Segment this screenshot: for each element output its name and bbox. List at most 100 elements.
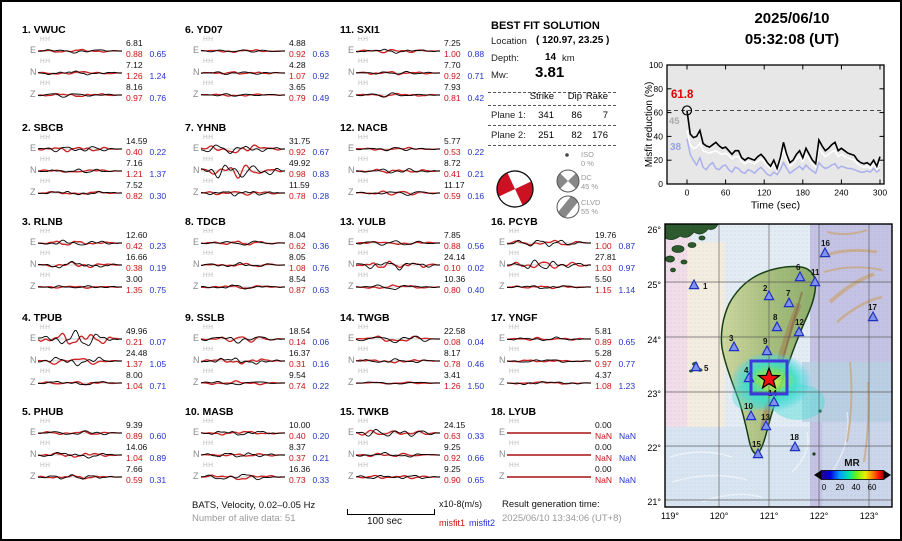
trace-row-Z: Z HH 9.54 0.74 0.22	[185, 368, 347, 394]
map-axis-labels: 26° 25° 24° 23° 22° 21°119° 120° 121° 122° 123°	[647, 225, 878, 521]
peak-amplitude: 7.16	[126, 158, 143, 168]
component-label: Z	[30, 187, 36, 197]
trace-row-E: E HH 5.81 0.89 0.65	[491, 324, 653, 350]
waveform-SXI1-Z	[356, 92, 440, 98]
misfit2-value: 0.49	[312, 93, 330, 103]
waveform-MASB-Z	[201, 473, 285, 481]
misfit-series-2	[686, 138, 881, 177]
station-number-label: 11	[811, 268, 820, 277]
trace-row-E: E HH 18.54 0.14 0.06	[185, 324, 347, 350]
x-tick-label: 240	[834, 188, 848, 198]
misfit2-value: 0.65	[618, 337, 636, 347]
trace-values: 7.70 0.92 0.71	[444, 60, 484, 81]
trace-row-E: E HH 5.77 0.53 0.22	[340, 134, 502, 160]
waveform-RLNB-Z	[38, 285, 122, 289]
waveform-YNGF-Z	[507, 381, 591, 385]
waveform-YULB-Z	[356, 284, 440, 290]
misfit1-value: 1.37	[126, 359, 143, 369]
station-triangle-3	[728, 340, 740, 352]
trace-row-E: E HH 9.39 0.89 0.60	[22, 418, 184, 444]
peak-amplitude: 16.66	[126, 252, 148, 262]
trace-values: 7.66 0.59 0.31	[126, 464, 166, 485]
trace-row-N: N HH 16.66 0.38 0.19	[22, 250, 184, 276]
station-label: 2. SBCB	[22, 122, 64, 134]
component-label: N	[193, 449, 200, 459]
misfit1-value: 0.88	[444, 241, 461, 251]
misfit2-value: 0.83	[312, 169, 330, 179]
event-datetime: 2025/06/10 05:32:08 (UT)	[692, 8, 892, 50]
trace-row-N: N HH 7.70 0.92 0.71	[340, 58, 502, 84]
trace-row-Z: Z HH 9.25 0.90 0.65	[340, 462, 502, 488]
trace-values: 5.28 0.97 0.77	[595, 348, 635, 369]
misfit1-value: 0.92	[289, 49, 306, 59]
misfit2-value: 0.33	[312, 475, 330, 485]
station-label: 6. YD07	[185, 24, 223, 36]
peak-amplitude: 8.16	[126, 82, 143, 92]
misfit1-value: 1.04	[126, 453, 143, 463]
misfit2-value: 0.16	[312, 359, 330, 369]
colorbar-tick-label: 20	[836, 483, 845, 492]
result-time-label: Result generation time:	[502, 499, 600, 510]
trace-row-Z: Z HH 8.00 1.04 0.71	[22, 368, 184, 394]
trace-values: 0.00 NaN NaN	[595, 464, 636, 485]
component-label: E	[30, 143, 37, 153]
misfit2-value: 1.50	[467, 381, 485, 391]
misfit1-value: 1.21	[126, 169, 143, 179]
peak-amplitude: 27.81	[595, 252, 617, 262]
component-label: E	[348, 237, 355, 247]
misfit-legend: misfit1 misfit2	[439, 513, 495, 531]
plane2-rake: 176	[592, 130, 608, 141]
waveform-TWKB-Z	[356, 474, 440, 480]
station-number-label: 12	[795, 318, 804, 327]
peak-amplitude: 8.37	[289, 442, 306, 452]
peak-amplitude: 7.70	[444, 60, 461, 70]
trace-values: 9.39 0.89 0.60	[126, 420, 166, 441]
station-number-label: 13	[761, 413, 770, 422]
component-label: Z	[30, 471, 36, 481]
misfit2-value: 0.63	[312, 285, 330, 295]
component-label: N	[193, 259, 200, 269]
misfit2-value: 0.92	[312, 71, 330, 81]
waveform-YULB-N	[356, 260, 440, 271]
best-solution-marker	[681, 105, 693, 116]
peak-amplitude: 18.54	[289, 326, 311, 336]
peak-amplitude: 5.77	[444, 136, 461, 146]
misfit1-value: 0.42	[126, 241, 143, 251]
trace-row-Z: Z HH 4.37 1.08 1.23	[491, 368, 653, 394]
trace-values: 8.16 0.97 0.76	[126, 82, 166, 103]
waveform-YD07-N	[201, 71, 285, 76]
channel-label: HH	[40, 250, 51, 257]
misfit1-value: 0.87	[289, 285, 306, 295]
station-panel-YULB: 13. YULB E HH 7.85 0.88 0.56 N HH 24.14 0.10 0.02 Z…	[340, 216, 502, 308]
waveform-PCYB-Z	[507, 285, 591, 290]
waveform-TDCB-Z	[201, 284, 285, 290]
component-label: Z	[193, 187, 199, 197]
station-triangle-14	[768, 395, 780, 407]
channel-label: HH	[203, 250, 214, 257]
col-rake: Rake	[585, 91, 608, 102]
location-value: ( 120.97, 23.25 )	[536, 35, 610, 46]
channel-label: HH	[358, 346, 369, 353]
station-panel-NACB: 12. NACB E HH 5.77 0.53 0.22 N HH 8.72 0.41 0.21 Z H…	[340, 122, 502, 214]
component-label: N	[348, 67, 355, 77]
component-label: N	[499, 355, 506, 365]
peak-amplitude: 31.75	[289, 136, 311, 146]
channel-label: HH	[40, 440, 51, 447]
station-panel-YNGF: 17. YNGF E HH 5.81 0.89 0.65 N HH 5.28 0.97 0.77 Z H…	[491, 312, 653, 404]
plane2-dip: 82	[571, 130, 582, 141]
station-triangle-16	[819, 246, 831, 258]
scalebar-label: 100 sec	[367, 516, 403, 527]
component-label: E	[193, 333, 200, 343]
channel-label: HH	[358, 156, 369, 163]
colorbar-tick-label: 60	[868, 483, 877, 492]
trace-row-N: N HH 8.05 1.08 0.76	[185, 250, 347, 276]
trace-values: 24.48 1.37 1.05	[126, 348, 166, 369]
station-triangle-6	[794, 270, 806, 282]
trace-values: 19.76 1.00 0.87	[595, 230, 635, 251]
channel-label: HH	[358, 58, 369, 65]
component-name-CLVD: CLVD	[581, 198, 601, 207]
lat-tick-label: 25°	[647, 280, 661, 290]
alive-data-count: Number of alive data: 51	[192, 513, 296, 524]
misfit2-value: 0.22	[149, 147, 167, 157]
